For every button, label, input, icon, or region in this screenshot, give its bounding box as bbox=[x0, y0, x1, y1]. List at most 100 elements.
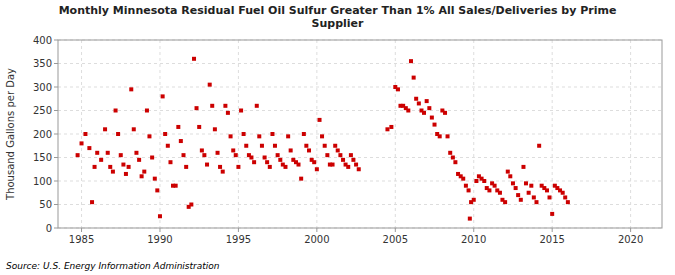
point bbox=[550, 212, 554, 216]
point bbox=[425, 99, 429, 103]
point bbox=[563, 195, 567, 199]
point bbox=[252, 160, 256, 164]
point bbox=[111, 170, 115, 174]
point bbox=[493, 184, 497, 188]
point bbox=[134, 151, 138, 155]
point bbox=[521, 165, 525, 169]
grid-line bbox=[238, 40, 239, 228]
point bbox=[524, 181, 528, 185]
point bbox=[226, 111, 230, 115]
point bbox=[349, 153, 353, 157]
tick bbox=[54, 181, 58, 182]
point bbox=[229, 134, 233, 138]
points bbox=[76, 57, 570, 221]
point bbox=[336, 148, 340, 152]
point bbox=[116, 132, 120, 136]
point bbox=[236, 165, 240, 169]
point bbox=[273, 144, 277, 148]
point bbox=[514, 186, 518, 190]
point bbox=[200, 148, 204, 152]
point bbox=[446, 134, 450, 138]
point bbox=[124, 172, 128, 176]
point bbox=[448, 151, 452, 155]
grid-line bbox=[316, 40, 317, 228]
y-axis-label: Thousand Gallons per Day bbox=[5, 68, 16, 201]
tick bbox=[54, 40, 58, 41]
point bbox=[132, 127, 136, 131]
point bbox=[325, 153, 329, 157]
point bbox=[218, 165, 222, 169]
point bbox=[276, 153, 280, 157]
tick bbox=[54, 87, 58, 88]
point bbox=[210, 104, 214, 108]
point bbox=[208, 83, 212, 87]
point bbox=[289, 148, 293, 152]
point bbox=[338, 153, 342, 157]
point bbox=[341, 158, 345, 162]
tick-label: 400 bbox=[33, 35, 52, 46]
point bbox=[320, 134, 324, 138]
tick bbox=[54, 228, 58, 229]
tick-label: 2010 bbox=[461, 234, 486, 245]
point bbox=[548, 195, 552, 199]
point bbox=[202, 153, 206, 157]
point bbox=[443, 111, 447, 115]
point bbox=[168, 160, 172, 164]
point bbox=[174, 184, 178, 188]
tick bbox=[54, 204, 58, 205]
point bbox=[145, 109, 149, 113]
point bbox=[249, 156, 253, 160]
point bbox=[155, 188, 159, 192]
grid-line bbox=[58, 204, 662, 205]
tick-label: 200 bbox=[33, 129, 52, 140]
grid-line bbox=[395, 40, 396, 228]
point bbox=[192, 57, 196, 61]
point bbox=[511, 181, 515, 185]
point bbox=[508, 174, 512, 178]
point bbox=[516, 193, 520, 197]
point bbox=[137, 158, 141, 162]
tick-label: 50 bbox=[39, 199, 52, 210]
point bbox=[472, 198, 476, 202]
point bbox=[166, 144, 170, 148]
point bbox=[179, 139, 183, 143]
point bbox=[389, 125, 393, 129]
tick-label: 0 bbox=[46, 223, 52, 234]
point bbox=[108, 165, 112, 169]
point bbox=[498, 191, 502, 195]
point bbox=[270, 132, 274, 136]
point bbox=[176, 125, 180, 129]
point bbox=[216, 151, 220, 155]
chart: 0501001502002503003504001985199019952000… bbox=[0, 0, 675, 275]
point bbox=[464, 184, 468, 188]
point bbox=[467, 188, 471, 192]
point bbox=[532, 195, 536, 199]
title-line: Monthly Minnesota Residual Fuel Oil Sulf… bbox=[59, 4, 617, 17]
grid-line bbox=[552, 40, 553, 228]
point bbox=[297, 163, 301, 167]
tick bbox=[630, 228, 631, 232]
point bbox=[286, 134, 290, 138]
point bbox=[231, 148, 235, 152]
point bbox=[566, 200, 570, 204]
point bbox=[414, 97, 418, 101]
point bbox=[318, 118, 322, 122]
point bbox=[150, 156, 154, 160]
point bbox=[545, 188, 549, 192]
point bbox=[506, 170, 510, 174]
plot-frame bbox=[58, 40, 662, 228]
tick bbox=[159, 228, 160, 232]
point bbox=[76, 153, 80, 157]
grid bbox=[58, 40, 662, 228]
point bbox=[417, 101, 421, 105]
point bbox=[312, 160, 316, 164]
point bbox=[412, 76, 416, 80]
point bbox=[278, 158, 282, 162]
tick-label: 100 bbox=[33, 176, 52, 187]
point bbox=[474, 179, 478, 183]
point bbox=[234, 153, 238, 157]
point bbox=[87, 146, 91, 150]
point bbox=[142, 170, 146, 174]
point bbox=[534, 200, 538, 204]
point bbox=[331, 163, 335, 167]
